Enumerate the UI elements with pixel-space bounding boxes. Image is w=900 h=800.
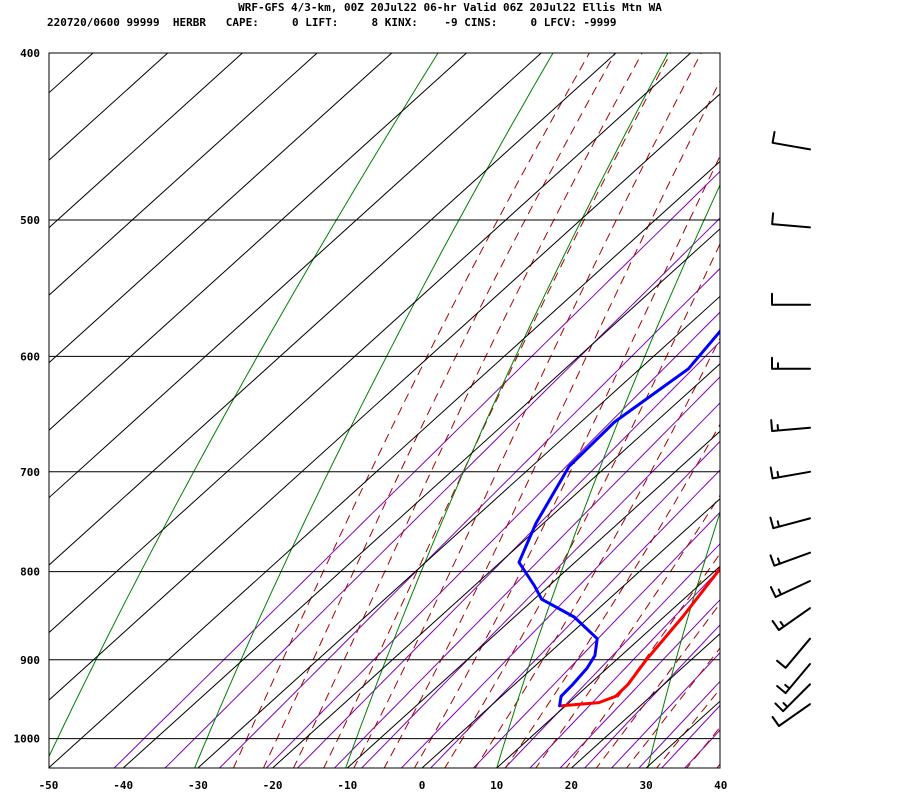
y-tick-label: 700 <box>20 466 40 479</box>
wind-barb-13 <box>771 703 811 727</box>
dry-adiabat-300 <box>647 511 720 768</box>
isobars <box>49 53 720 740</box>
moist-adiabat-8 <box>474 337 720 768</box>
mixing-ratio-2 <box>361 402 720 768</box>
moist-adiabats <box>232 53 720 768</box>
isotherm--140 <box>49 53 169 161</box>
dry-adiabats <box>49 53 720 768</box>
wind-barb-9 <box>771 607 811 631</box>
y-tick-label: 900 <box>20 654 40 667</box>
header-title: WRF-GFS 4/3-km, 00Z 20Jul22 06-hr Valid … <box>238 1 662 14</box>
isotherm--70 <box>49 53 692 634</box>
x-tick-label: -20 <box>263 779 283 792</box>
x-tick-label: 40 <box>714 779 727 792</box>
wind-barb-6 <box>769 516 811 530</box>
mixing-ratio-16 <box>584 624 720 768</box>
mixing-ratio-0.4 <box>218 267 720 768</box>
x-tick-label: -40 <box>113 779 133 792</box>
mixing-ratio-25 <box>638 680 720 768</box>
mixing-ratio-lines <box>113 170 720 768</box>
isotherm--90 <box>49 53 542 499</box>
mixing-ratio-1 <box>296 340 720 768</box>
moist-adiabat-20 <box>565 552 720 768</box>
isotherm--60 <box>49 93 720 701</box>
mixing-ratio-1.5 <box>333 376 720 768</box>
mixing-ratio-8 <box>504 543 720 768</box>
header-indices: 220720/0600 99999 HERBR CAPE: 0 LIFT: 8 … <box>47 16 617 29</box>
x-tick-label: 20 <box>565 779 578 792</box>
x-tick-label: 0 <box>419 779 426 792</box>
isotherm--40 <box>122 228 720 768</box>
isotherms <box>49 53 720 768</box>
y-axis-ticks: 400 500 600 700 800 900 1000 <box>14 47 41 746</box>
x-tick-label: -10 <box>337 779 357 792</box>
wind-barb-1 <box>771 212 811 229</box>
mixing-ratio-3 <box>400 440 720 768</box>
moist-adiabat--16 <box>292 53 643 768</box>
mixing-ratio-6 <box>472 511 720 768</box>
isotherm-10 <box>495 565 720 768</box>
moist-adiabat-28 <box>625 647 720 768</box>
moist-adiabat--12 <box>323 53 672 768</box>
temperature-profile <box>560 565 720 708</box>
isotherm--10 <box>346 430 720 768</box>
isotherm--20 <box>271 363 720 768</box>
moist-adiabat--4 <box>383 79 720 768</box>
plot-frame <box>48 52 721 769</box>
dry-adiabat-220 <box>49 53 439 758</box>
wind-barb-12 <box>774 683 811 713</box>
wind-barb-4 <box>770 419 811 432</box>
moist-adiabat-32 <box>656 688 720 768</box>
y-tick-label: 1000 <box>14 733 41 746</box>
isotherm--130 <box>49 53 244 229</box>
wind-barb-2 <box>771 292 811 306</box>
mixing-ratio-20 <box>610 652 720 768</box>
wind-barb-0 <box>771 131 811 151</box>
x-tick-label: 10 <box>490 779 503 792</box>
isotherm--50 <box>49 160 720 768</box>
x-tick-label: -30 <box>188 779 208 792</box>
mixing-ratio-0.1 <box>113 170 720 768</box>
y-tick-label: 500 <box>20 214 40 227</box>
wind-barbs <box>769 131 811 727</box>
moist-adiabat-16 <box>535 494 720 768</box>
mixing-ratio-10 <box>529 568 720 768</box>
mixing-ratio-4 <box>430 469 720 768</box>
isotherm--30 <box>197 295 720 768</box>
dry-adiabat-240 <box>194 53 554 768</box>
dry-adiabat-280 <box>496 183 720 768</box>
dewpoint-profile <box>517 329 720 708</box>
sounding-profiles <box>517 329 720 708</box>
y-tick-label: 400 <box>20 47 40 60</box>
isotherm--80 <box>49 53 617 566</box>
y-tick-label: 800 <box>20 566 40 579</box>
wind-barb-7 <box>769 551 811 567</box>
isotherm--120 <box>49 53 318 296</box>
x-tick-label: 30 <box>639 779 652 792</box>
wind-barb-11 <box>776 663 811 695</box>
moist-adiabat--20 <box>262 53 616 768</box>
x-tick-label: -50 <box>39 779 59 792</box>
wind-barb-8 <box>769 580 811 598</box>
isotherm-20 <box>570 633 720 768</box>
wind-barb-3 <box>771 356 811 370</box>
wind-barb-5 <box>769 466 811 480</box>
mixing-ratio-0.7 <box>265 311 720 768</box>
moist-adiabat--8 <box>353 53 702 768</box>
y-tick-label: 600 <box>20 350 40 363</box>
mixing-ratio-0.2 <box>164 217 720 768</box>
isotherm--110 <box>49 53 393 364</box>
isotherm-0 <box>421 498 720 768</box>
dry-adiabat-260 <box>345 53 669 768</box>
x-axis-ticks: -50 -40 -30 -20 -10 0 10 20 30 40 <box>39 779 728 792</box>
mixing-ratio-13 <box>559 599 720 768</box>
wind-barb-10 <box>776 637 811 669</box>
isotherm--100 <box>49 53 468 431</box>
